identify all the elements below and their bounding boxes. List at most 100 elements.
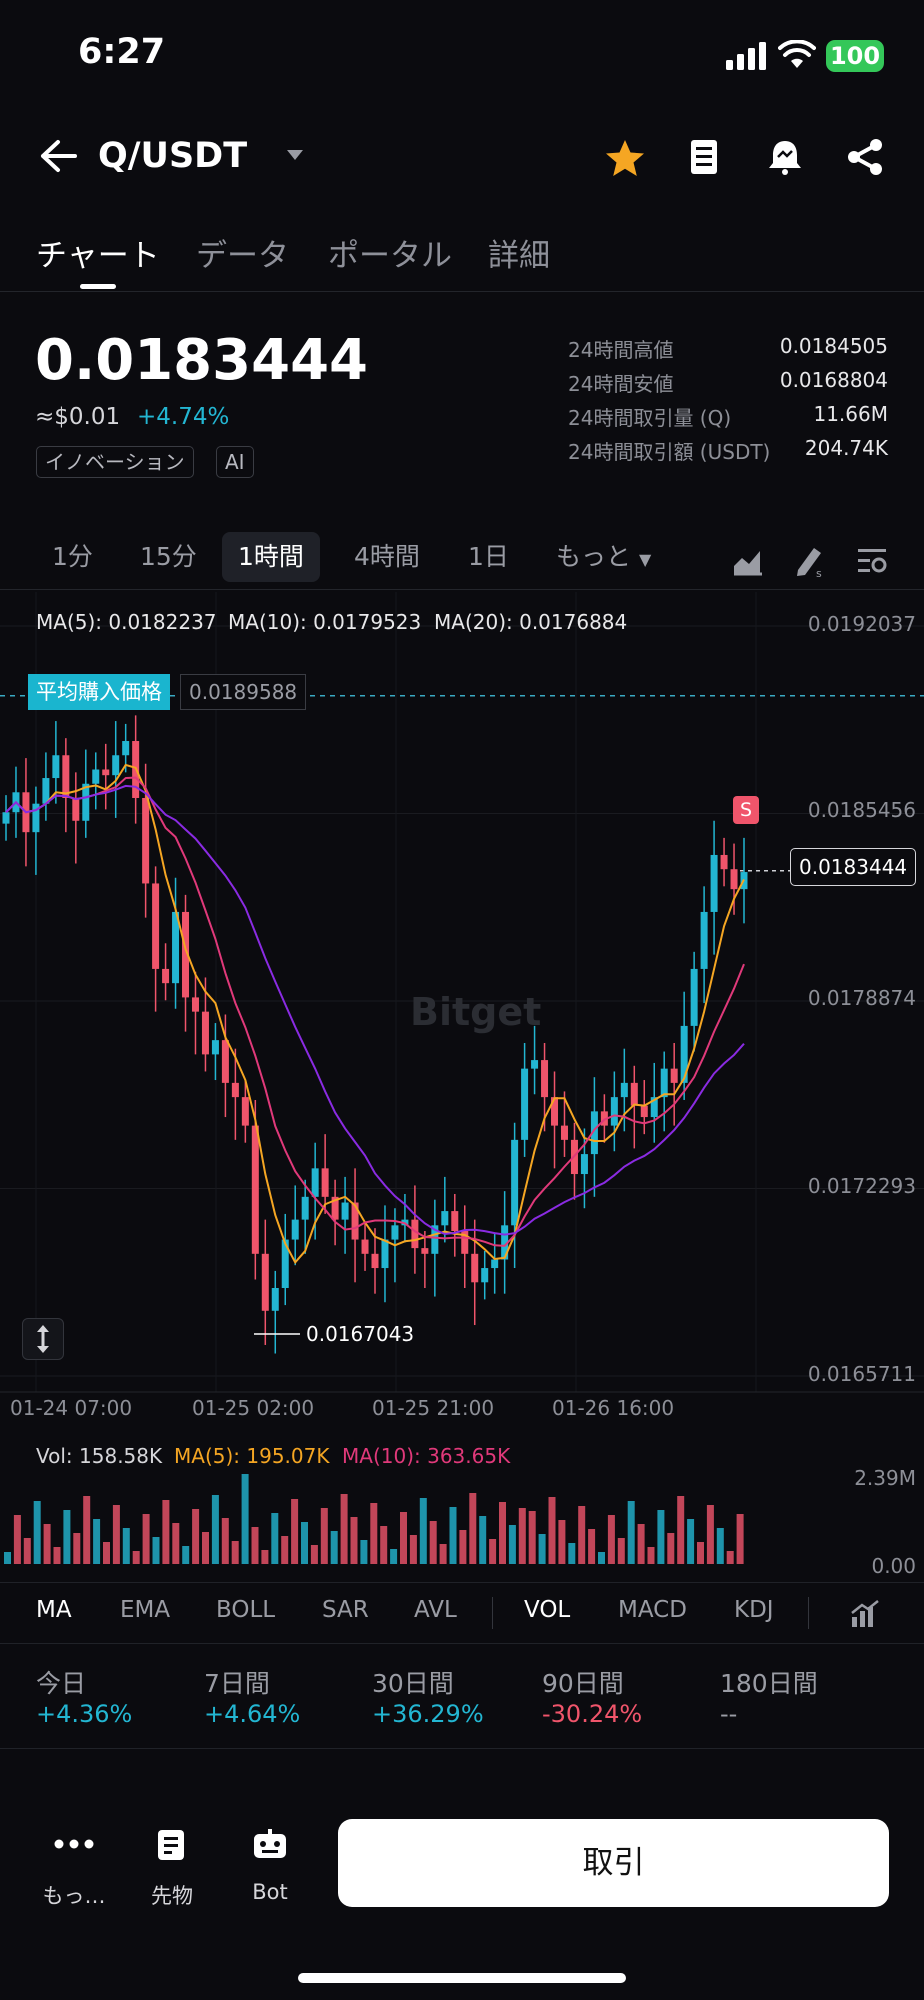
candle-body <box>2 812 10 824</box>
stat-value: 11.66M <box>813 402 888 426</box>
chart-settings-icon[interactable] <box>856 546 888 576</box>
bot-icon[interactable] <box>250 1828 290 1862</box>
volume-bar <box>697 1542 704 1564</box>
indicator-settings-icon[interactable] <box>850 1599 880 1629</box>
candle-body <box>660 1068 668 1098</box>
volume-bar <box>301 1522 308 1564</box>
volume-bar <box>350 1517 358 1564</box>
candle-body <box>331 1196 339 1220</box>
orderbook-icon[interactable] <box>688 138 722 176</box>
volume-bar <box>370 1503 378 1564</box>
interval-more-label: もっと <box>556 542 632 571</box>
volume-bar <box>142 1514 150 1564</box>
volume-bar <box>132 1551 140 1564</box>
perf-value: +36.29% <box>372 1700 484 1728</box>
tab-data[interactable]: データ <box>196 238 289 274</box>
indicator-divider <box>492 1597 493 1629</box>
interval-4h[interactable]: 4時間 <box>354 542 420 571</box>
candle-body <box>152 883 160 969</box>
signal-icon <box>726 42 766 70</box>
volume-bar <box>63 1510 71 1564</box>
interval-more[interactable]: もっと ▼ <box>540 532 667 582</box>
volume-bar <box>647 1547 655 1564</box>
vertical-resize-icon <box>37 1325 49 1353</box>
price-chart[interactable] <box>0 592 924 1572</box>
volume-bar <box>73 1533 81 1564</box>
expand-chart-button[interactable] <box>22 1318 64 1360</box>
volume-bar <box>310 1545 318 1564</box>
volume-bar <box>23 1538 31 1564</box>
avg-buy-price-label[interactable]: 平均購入価格 <box>28 674 170 710</box>
stat-value: 204.74K <box>804 436 888 460</box>
trade-button[interactable]: 取引 <box>338 1819 889 1907</box>
ai-tag[interactable]: AI <box>216 446 254 478</box>
candle-body <box>541 1060 549 1098</box>
volume-bar <box>508 1525 516 1564</box>
drawing-tool-icon[interactable]: s <box>794 544 826 578</box>
perf-value: +4.64% <box>204 1700 301 1728</box>
volume-bar <box>617 1538 625 1564</box>
indicator-macd[interactable]: MACD <box>618 1597 687 1623</box>
indicator-ema[interactable]: EMA <box>120 1597 171 1623</box>
chevron-down-icon: ▼ <box>638 550 652 569</box>
volume-bar <box>598 1552 605 1564</box>
volume-bar <box>459 1530 467 1564</box>
volume-bar <box>548 1497 556 1564</box>
tab-details[interactable]: 詳細 <box>488 238 550 274</box>
indicator-vol[interactable]: VOL <box>524 1597 571 1623</box>
favorite-star-icon[interactable] <box>604 138 646 178</box>
y-tick: 0.0172293 <box>807 1174 916 1198</box>
volume-bar <box>172 1523 180 1564</box>
candle-body <box>690 968 698 1026</box>
stat-label: 24時間取引額 (USDT) <box>568 440 771 464</box>
indicator-kdj[interactable]: KDJ <box>734 1597 774 1623</box>
interval-1d[interactable]: 1日 <box>468 542 509 571</box>
interval-15m[interactable]: 15分 <box>140 542 197 571</box>
status-bar: 6:27 100 <box>0 0 924 110</box>
volume-bar <box>538 1534 546 1564</box>
volume-bar <box>112 1505 120 1564</box>
pair-title[interactable]: Q/USDT <box>98 136 248 176</box>
share-icon[interactable] <box>846 138 884 176</box>
indicator-avl[interactable]: AVL <box>414 1597 457 1623</box>
candle-body <box>82 783 90 821</box>
nav-bot-label[interactable]: Bot <box>252 1880 288 1904</box>
price-alert-icon[interactable] <box>766 138 804 176</box>
stat-value: 0.0184505 <box>779 334 888 358</box>
sell-marker[interactable]: S <box>733 796 759 824</box>
chart-type-icon[interactable] <box>732 546 764 576</box>
category-tag[interactable]: イノベーション <box>36 446 194 478</box>
interval-1h[interactable]: 1時間 <box>222 532 320 582</box>
futures-icon[interactable] <box>154 1828 188 1862</box>
tab-portal[interactable]: ポータル <box>328 238 452 274</box>
indicator-boll[interactable]: BOLL <box>216 1597 276 1623</box>
candle-body <box>481 1268 489 1283</box>
last-price: 0.0183444 <box>35 328 368 393</box>
tab-chart[interactable]: チャート <box>36 238 160 274</box>
volume-bar <box>637 1524 645 1564</box>
candle-body <box>301 1196 309 1220</box>
candle-body <box>62 755 70 798</box>
back-arrow-icon[interactable] <box>38 138 78 174</box>
candle-body <box>112 755 120 776</box>
wifi-icon <box>778 40 816 68</box>
indicator-ma[interactable]: MA <box>36 1597 72 1623</box>
candle-body <box>371 1253 379 1269</box>
interval-1m[interactable]: 1分 <box>52 542 93 571</box>
candle-body <box>281 1239 289 1288</box>
candle-body <box>700 911 708 969</box>
candle-body <box>680 1025 688 1083</box>
more-dots-icon[interactable] <box>54 1838 94 1850</box>
low-price-marker: 0.0167043 <box>306 1322 415 1346</box>
perf-value: -30.24% <box>542 1700 643 1728</box>
pair-dropdown-icon[interactable] <box>286 148 304 162</box>
volume-bar <box>419 1498 427 1564</box>
candle-body <box>471 1253 479 1283</box>
nav-futures-label[interactable]: 先物 <box>151 1884 193 1908</box>
nav-more-label[interactable]: もっ… <box>42 1884 106 1908</box>
current-price-tag: 0.0183444 <box>790 848 917 886</box>
indicator-sar[interactable]: SAR <box>322 1597 369 1623</box>
volume-bar <box>716 1528 724 1564</box>
candle-body <box>451 1211 459 1232</box>
candle-body <box>42 778 50 804</box>
